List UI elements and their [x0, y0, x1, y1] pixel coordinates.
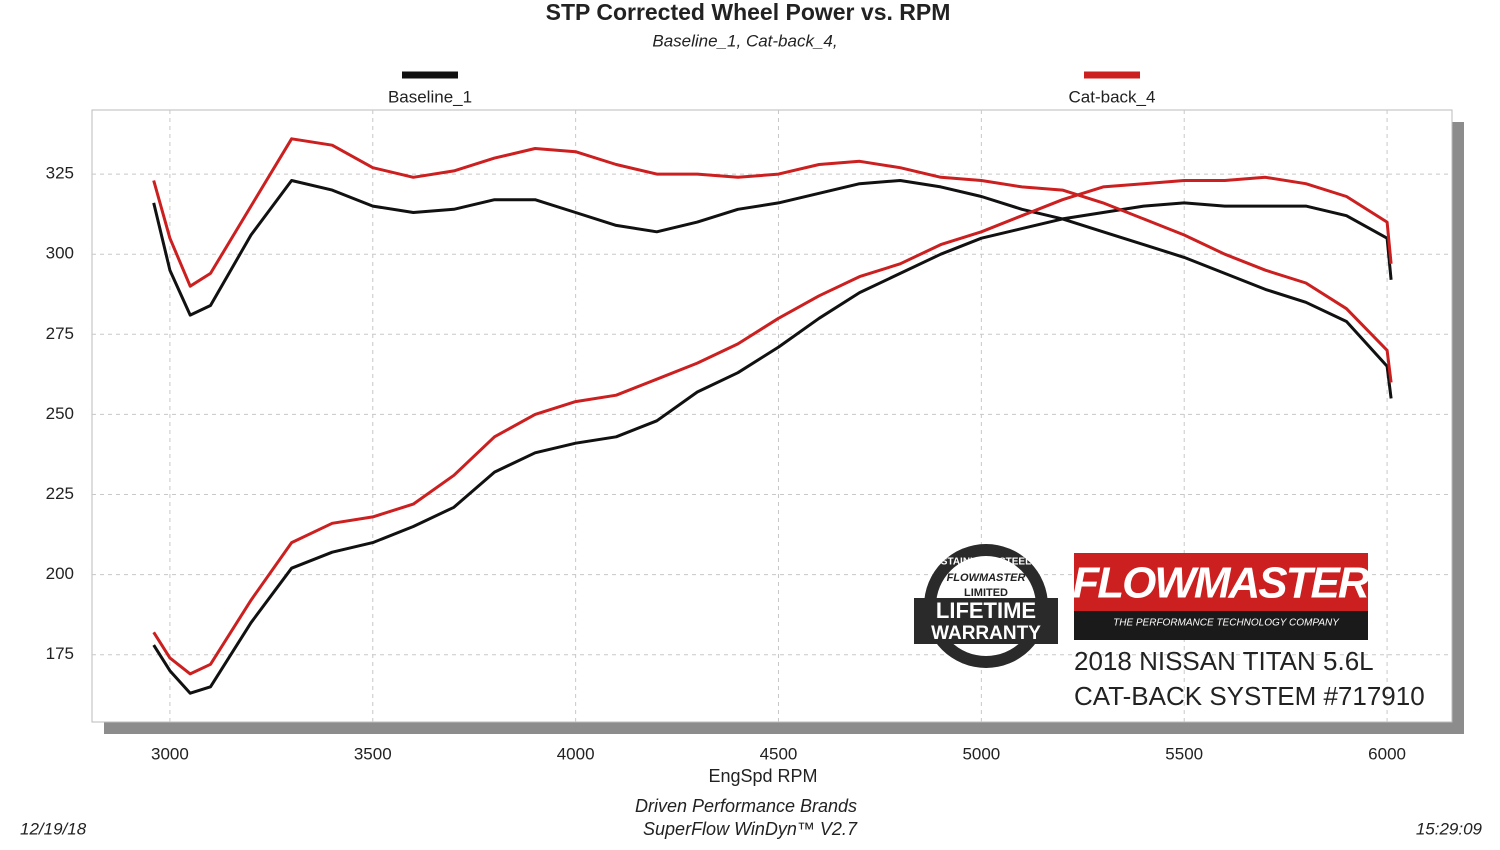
badge-text: STAINLESS STEEL	[941, 557, 1031, 568]
x-tick-label: 3000	[151, 744, 189, 763]
x-tick-label: 5000	[962, 744, 1000, 763]
chart-subtitle: Baseline_1, Cat-back_4,	[652, 31, 837, 50]
footer-line: SuperFlow WinDyn™ V2.7	[643, 819, 858, 839]
caption: 2018 NISSAN TITAN 5.6L	[1074, 646, 1374, 676]
y-tick-label: 300	[46, 244, 74, 263]
y-tick-label: 250	[46, 404, 74, 423]
y-tick-label: 200	[46, 564, 74, 583]
badge-text: LIFETIME	[936, 598, 1036, 623]
brand-name: FLOWMASTER	[1072, 559, 1370, 608]
x-tick-label: 3500	[354, 744, 392, 763]
y-tick-label: 325	[46, 164, 74, 183]
x-tick-label: 5500	[1165, 744, 1203, 763]
y-tick-label: 175	[46, 644, 74, 663]
caption: CAT-BACK SYSTEM #717910	[1074, 681, 1425, 711]
badge-text: WARRANTY	[931, 623, 1041, 644]
plot: 175 200 225 250 275 300 325 3000 3500 4000 4500 500…	[46, 110, 1452, 763]
y-tick-label: 225	[46, 484, 74, 503]
warranty-badge: STAINLESS STEEL FLOWMASTER LIMITED LIFET…	[914, 544, 1058, 668]
series-line	[152, 179, 1393, 399]
time: 15:29:09	[1416, 819, 1483, 838]
logo-dark	[1074, 611, 1368, 640]
x-tick-label: 4000	[557, 744, 595, 763]
series-line	[152, 175, 1393, 676]
brand-tagline: THE PERFORMANCE TECHNOLOGY COMPANY	[1113, 618, 1340, 629]
badge-text: FLOWMASTER	[947, 572, 1026, 584]
chart-title: STP Corrected Wheel Power vs. RPM	[546, 0, 951, 25]
y-tick-label: 275	[46, 324, 74, 343]
date: 12/19/18	[20, 819, 87, 838]
x-tick-label: 4500	[760, 744, 798, 763]
badge-band	[914, 598, 1058, 644]
badge-text: LIMITED	[964, 587, 1008, 599]
brand-logo: FLOWMASTER THE PERFORMANCE TECHNOLOGY CO…	[1072, 553, 1372, 640]
legend-label: Cat-back_4	[1069, 87, 1156, 106]
x-tick-label: 6000	[1368, 744, 1406, 763]
x-axis-label: EngSpd RPM	[708, 766, 817, 786]
series-line	[152, 137, 1393, 383]
legend-label: Baseline_1	[388, 87, 472, 106]
series-line	[152, 201, 1393, 695]
footer-line: Driven Performance Brands	[635, 796, 857, 816]
